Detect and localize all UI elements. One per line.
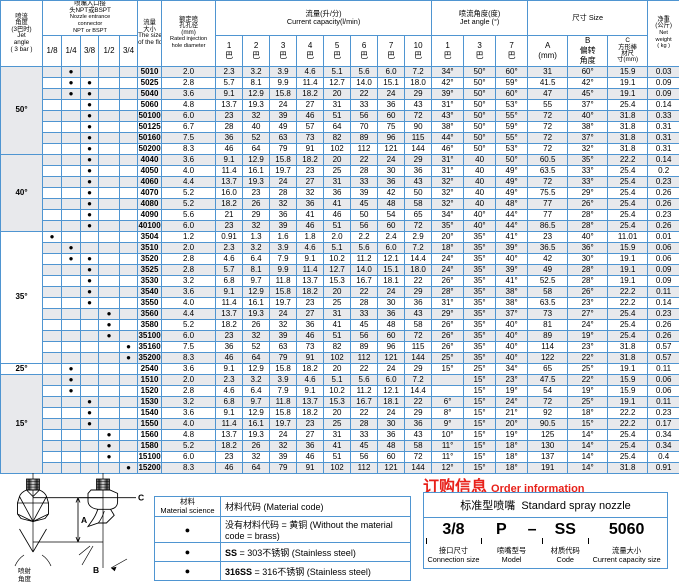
svg-text:A: A xyxy=(81,515,87,525)
svg-text:角度: 角度 xyxy=(18,574,32,583)
svg-text:C: C xyxy=(138,493,144,503)
svg-text:B: B xyxy=(93,565,99,575)
svg-text:喷射: 喷射 xyxy=(18,566,32,575)
